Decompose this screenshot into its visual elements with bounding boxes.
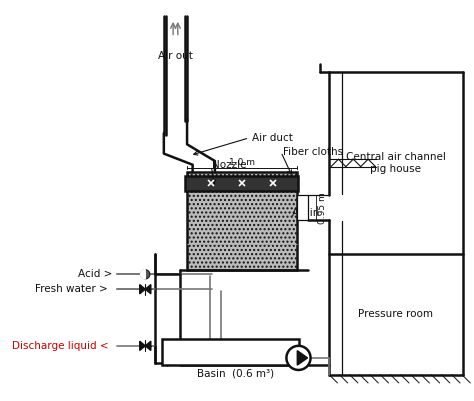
Polygon shape bbox=[145, 285, 151, 294]
Bar bbox=[185, 176, 299, 191]
Text: Fiber cloths: Fiber cloths bbox=[283, 147, 343, 157]
Polygon shape bbox=[141, 270, 145, 279]
Text: Discharge liquid <: Discharge liquid < bbox=[11, 341, 108, 351]
Polygon shape bbox=[297, 350, 308, 365]
Bar bbox=[187, 172, 297, 270]
Polygon shape bbox=[140, 285, 145, 294]
Text: Air in: Air in bbox=[292, 208, 319, 218]
Text: Air out: Air out bbox=[158, 51, 193, 61]
Text: Fresh water >: Fresh water > bbox=[36, 284, 108, 294]
Text: Pressure room: Pressure room bbox=[358, 309, 434, 319]
Text: Air duct: Air duct bbox=[252, 133, 293, 143]
Text: Basin  (0.6 m³): Basin (0.6 m³) bbox=[197, 368, 274, 378]
Text: Acid >: Acid > bbox=[78, 269, 113, 279]
Circle shape bbox=[141, 270, 150, 279]
Bar bbox=[297, 195, 308, 221]
Polygon shape bbox=[145, 341, 151, 350]
Text: Nozzle: Nozzle bbox=[212, 160, 246, 170]
Circle shape bbox=[286, 346, 310, 370]
Text: 0.95 m: 0.95 m bbox=[318, 192, 327, 224]
Text: 1.0 m: 1.0 m bbox=[229, 158, 255, 166]
Polygon shape bbox=[140, 341, 145, 350]
Text: Central air channel
pig house: Central air channel pig house bbox=[346, 152, 446, 174]
Bar bbox=[162, 339, 300, 365]
